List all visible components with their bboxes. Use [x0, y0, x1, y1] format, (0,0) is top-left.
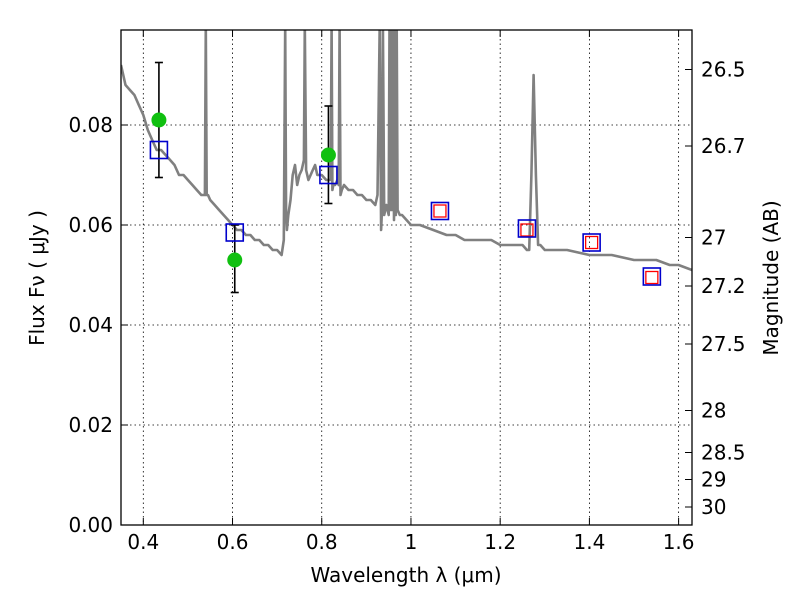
y-tick-label: 0.04: [68, 313, 113, 337]
x-tick-label: 1: [405, 530, 418, 554]
y-tick-label: 0.00: [68, 513, 113, 537]
axis-ticks: 0.4 0.6 0.8 1 1.2 1.4 1.6 0.00 0.02 0.04 0.06 0.08 2…: [68, 30, 746, 554]
model-square-marker: [149, 140, 169, 160]
detection-point: [227, 252, 243, 268]
model-spectrum-line: [121, 30, 692, 272]
x-tick-label: 0.8: [306, 530, 338, 554]
model-square-marker: [642, 267, 662, 286]
y-tick-label: 0.08: [68, 113, 113, 137]
plot-area: [121, 30, 692, 294]
model-square-marker: [319, 165, 338, 185]
model-square-marker: [225, 223, 245, 242]
y2-tick-label: 26.7: [701, 134, 746, 158]
y-axis-label: Flux Fν ( μJy ): [25, 210, 49, 346]
plot-frame: [120, 29, 693, 526]
observed-square-marker: [584, 235, 599, 250]
y-tick-label: 0.02: [68, 413, 113, 437]
x-tick-label: 1.6: [663, 530, 695, 554]
x-tick-label: 0.4: [127, 530, 159, 554]
y2-tick-label: 26.5: [701, 58, 746, 82]
y2-tick-label: 27.5: [701, 332, 746, 356]
y2-tick-label: 28.5: [701, 441, 746, 465]
detection-point: [320, 147, 336, 163]
x-axis-label: Wavelength λ (μm): [310, 563, 501, 587]
observed-square-marker: [520, 223, 534, 237]
y2-axis-label: Magnitude (AB): [759, 200, 783, 355]
y2-tick-label: 27.2: [701, 274, 746, 298]
y-tick-label: 0.06: [68, 213, 113, 237]
model-square-marker: [517, 219, 537, 238]
y2-tick-label: 29: [701, 468, 726, 492]
observed-square-marker: [433, 204, 447, 218]
x-tick-label: 1.2: [484, 530, 516, 554]
y2-tick-label: 28: [701, 399, 726, 423]
y2-tick-label: 27: [701, 226, 726, 250]
model-square-marker: [430, 201, 450, 221]
model-square-marker: [582, 233, 601, 252]
observed-square-marker: [645, 270, 659, 285]
x-tick-label: 0.6: [217, 530, 249, 554]
y2-tick-label: 30: [701, 495, 726, 519]
detection-point: [151, 112, 167, 128]
grid: [121, 30, 692, 526]
x-tick-label: 1.4: [573, 530, 605, 554]
